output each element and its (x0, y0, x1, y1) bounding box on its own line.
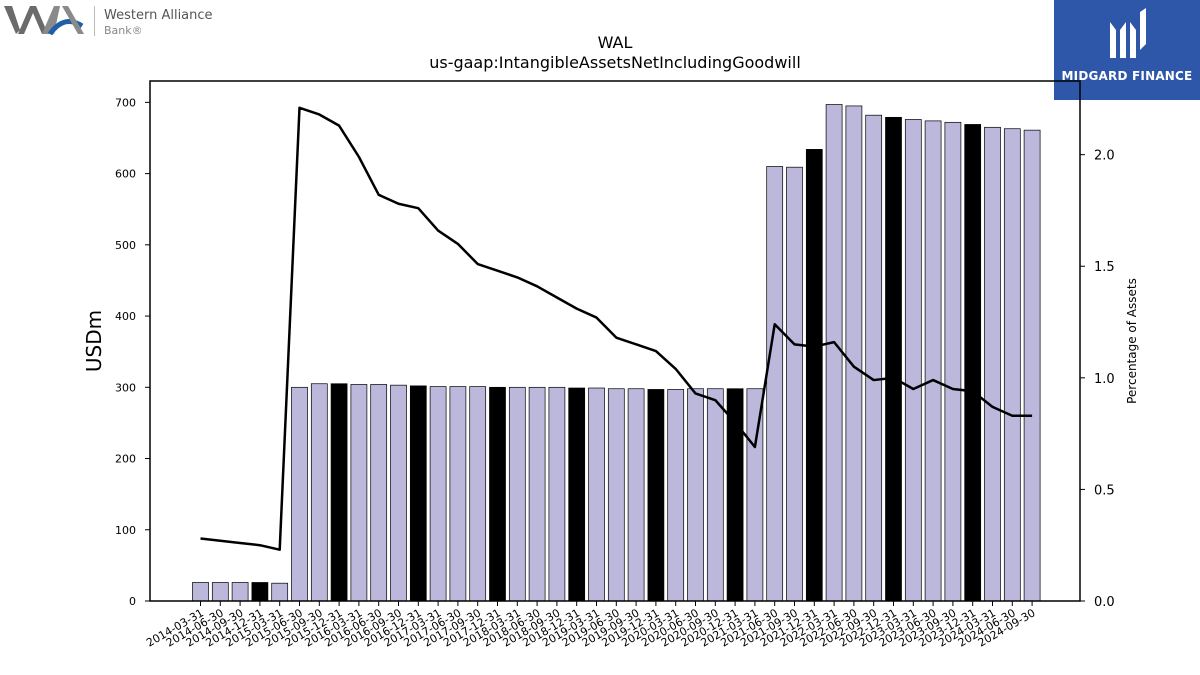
bar-2014-09-30 (231, 582, 249, 602)
bar-2018-03-31 (508, 386, 526, 602)
bar-2023-09-30 (944, 121, 962, 602)
percentage-line (200, 106, 1033, 551)
bar-2015-12-31 (330, 383, 348, 602)
bar-2018-06-30 (528, 386, 546, 602)
bar-2021-09-30 (786, 166, 803, 602)
y2-tick-label: 1.0 (1094, 372, 1115, 387)
bar-2020-09-30 (706, 388, 724, 602)
bar-2017-03-31 (429, 386, 447, 602)
y-tick-label: 200 (115, 453, 136, 466)
y-tick-label: 700 (115, 96, 136, 109)
y-axis-label: USDm (82, 310, 106, 372)
bar-2016-03-31 (350, 384, 368, 602)
y-tick-label: 300 (115, 381, 136, 394)
bar-2019-03-31 (588, 387, 605, 602)
bar-2020-06-30 (687, 388, 704, 602)
bar-2014-03-31 (192, 582, 209, 602)
logo-registered: ® (131, 24, 143, 37)
y-tick-label: 600 (115, 168, 136, 181)
plot-area (149, 80, 1081, 602)
bar-2015-03-31 (271, 582, 289, 602)
western-alliance-logo: Western Alliance Bank® (4, 4, 234, 38)
bar-2022-09-30 (865, 114, 883, 602)
bar-2016-06-30 (370, 384, 388, 602)
bar-2022-06-30 (845, 105, 863, 602)
bar-2021-03-31 (746, 388, 764, 602)
bar-2022-12-31 (885, 116, 902, 602)
y-tick-label: 100 (115, 524, 136, 537)
bar-2015-09-30 (310, 383, 328, 602)
logo-line-2: Bank (104, 24, 132, 37)
y-tick-label: 0 (129, 595, 136, 608)
bar-2016-12-31 (409, 385, 427, 602)
chart-title: WAL (598, 33, 633, 52)
chart-subtitle: us-gaap:IntangibleAssetsNetIncludingGood… (429, 53, 801, 72)
bar-2023-12-31 (964, 124, 982, 602)
y2-tick-label: 2.0 (1094, 149, 1115, 164)
badge-name: MIDGARD FINANCE (1061, 69, 1193, 83)
bar-2024-06-30 (1003, 128, 1021, 602)
bar-2019-09-30 (627, 388, 645, 602)
bar-2021-06-30 (766, 166, 784, 602)
midgard-logo-icon (1110, 8, 1146, 58)
bar-2014-06-30 (211, 582, 229, 602)
y-tick-label: 400 (115, 310, 136, 323)
bar-2017-12-31 (489, 386, 506, 602)
y-tick-label: 500 (115, 239, 136, 252)
logo-wordmark: Western Alliance Bank® (104, 8, 213, 38)
western-alliance-mark-icon (4, 6, 84, 36)
bar-2019-12-31 (647, 389, 665, 602)
bar-2018-12-31 (568, 387, 586, 602)
logo-line-1: Western Alliance (104, 8, 213, 23)
bar-2017-09-30 (469, 386, 487, 602)
bar-2017-06-30 (449, 386, 467, 602)
y2-tick-label: 0.0 (1094, 595, 1115, 610)
y2-axis-label: Percentage of Assets (1125, 278, 1139, 404)
bar-2019-06-30 (607, 388, 625, 602)
bar-2024-03-31 (984, 126, 1001, 602)
bar-2016-09-30 (390, 384, 407, 602)
bar-2014-12-31 (251, 582, 269, 602)
bar-2015-06-30 (291, 386, 308, 602)
y2-tick-label: 0.5 (1094, 483, 1115, 498)
y2-tick-label: 1.5 (1094, 260, 1115, 275)
bar-2024-09-30 (1023, 129, 1041, 602)
bar-2023-03-31 (904, 119, 922, 602)
bar-2021-12-31 (805, 149, 823, 602)
midgard-finance-badge: MIDGARD FINANCE (1054, 0, 1200, 100)
bar-2018-09-30 (548, 386, 566, 602)
bar-2020-12-31 (726, 388, 744, 602)
bar-2023-06-30 (924, 120, 942, 602)
bar-2020-03-31 (667, 389, 685, 602)
bar-2022-03-31 (825, 104, 843, 602)
